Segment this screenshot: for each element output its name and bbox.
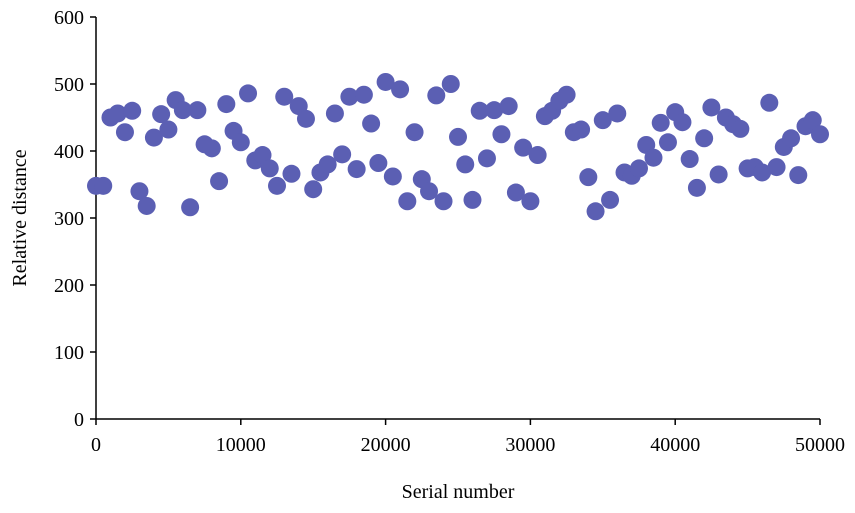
data-point (398, 192, 417, 211)
data-point (463, 190, 482, 209)
data-point (731, 119, 750, 138)
data-point (347, 160, 366, 179)
data-point (680, 150, 699, 169)
data-point (492, 125, 511, 144)
data-point (260, 159, 279, 178)
data-point (376, 72, 395, 91)
data-point (137, 196, 156, 215)
data-point (673, 113, 692, 132)
data-point (803, 111, 822, 130)
data-point (123, 101, 142, 120)
y-tick-label: 0 (74, 409, 84, 431)
data-point (427, 86, 446, 105)
data-point (477, 149, 496, 168)
data-point (210, 172, 229, 191)
data-point (760, 93, 779, 112)
data-point (217, 95, 236, 114)
data-point (108, 104, 127, 123)
data-point (811, 125, 829, 144)
data-point (268, 176, 286, 195)
data-point (514, 138, 533, 157)
data-point (557, 85, 576, 104)
data-point (709, 165, 728, 184)
y-tick-label: 400 (54, 141, 84, 163)
data-point (173, 101, 192, 120)
y-tick-label: 300 (54, 208, 84, 230)
data-point (485, 101, 504, 120)
data-point (282, 164, 301, 183)
data-point (695, 129, 714, 148)
y-tick-label: 100 (54, 342, 84, 364)
data-point (354, 85, 373, 104)
x-tick-label: 50000 (795, 434, 845, 456)
data-point (499, 97, 518, 116)
x-tick-label: 10000 (216, 434, 266, 456)
data-point (456, 155, 475, 174)
data-point (441, 75, 460, 93)
data-point (687, 178, 706, 197)
data-point (702, 98, 721, 117)
data-point (579, 168, 598, 187)
data-point (181, 198, 200, 217)
data-point (325, 104, 344, 123)
data-point (521, 192, 540, 211)
data-point (470, 101, 489, 120)
data-point (115, 123, 134, 142)
data-point (130, 182, 149, 201)
data-point (296, 109, 315, 128)
plot-area (95, 17, 820, 420)
data-point (369, 154, 388, 173)
data-point (608, 104, 627, 123)
data-point (593, 111, 612, 130)
data-point (304, 180, 323, 199)
x-tick-label: 0 (91, 434, 101, 456)
data-point (362, 114, 381, 133)
data-point (152, 105, 171, 124)
data-point (318, 155, 337, 174)
data-point (420, 182, 439, 201)
y-tick-label: 500 (54, 74, 84, 96)
data-points (87, 72, 829, 221)
data-point (601, 190, 620, 209)
data-point (188, 101, 207, 120)
data-point (572, 120, 591, 139)
x-axis: 0 10000 20000 30000 40000 50000 (91, 419, 845, 456)
y-tick-label: 200 (54, 275, 84, 297)
data-point (434, 192, 453, 211)
data-point (506, 183, 525, 202)
x-tick-label: 30000 (505, 434, 555, 456)
data-point (253, 146, 272, 165)
data-point (405, 123, 424, 142)
data-point (528, 146, 547, 165)
data-point (630, 159, 648, 178)
data-point (231, 133, 250, 152)
data-point (782, 129, 801, 148)
data-point (144, 128, 163, 147)
y-axis-title: Relative distance (9, 149, 31, 286)
data-point (340, 87, 359, 106)
data-point (94, 176, 113, 195)
x-tick-label: 20000 (361, 434, 411, 456)
data-point (391, 80, 410, 99)
data-point (767, 158, 786, 177)
x-axis-title: Serial number (402, 481, 515, 503)
data-point (239, 84, 258, 103)
data-point (658, 133, 677, 152)
data-point (651, 113, 670, 132)
data-point (789, 166, 808, 185)
x-tick-label: 40000 (650, 434, 700, 456)
y-tick-label: 600 (54, 7, 84, 29)
data-point (275, 87, 294, 106)
data-point (159, 120, 178, 139)
y-axis: 0 100 200 300 400 500 600 (54, 7, 96, 431)
data-point (202, 139, 221, 158)
data-point (586, 202, 605, 221)
data-point (333, 145, 352, 164)
data-point (753, 163, 772, 182)
data-point (644, 148, 663, 167)
data-point (449, 127, 467, 146)
data-point (383, 167, 402, 186)
